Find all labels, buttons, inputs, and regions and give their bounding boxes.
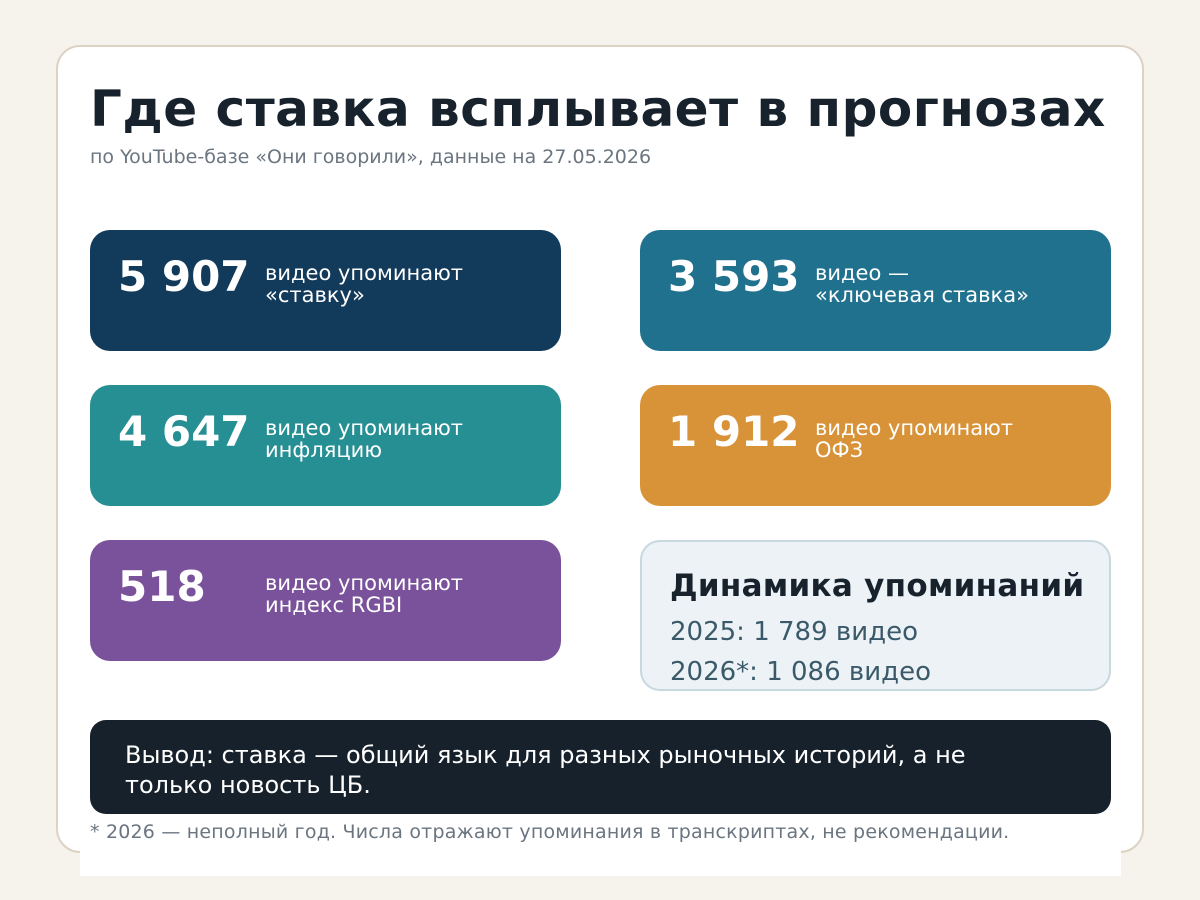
stat-card-rgbi: 518 видео упоминают индекс RGBI bbox=[90, 540, 561, 661]
conclusion-text: Вывод: ставка — общий язык для разных ры… bbox=[125, 741, 966, 799]
dynamics-title: Динамика упоминаний bbox=[670, 568, 1085, 604]
stat-label-line2: «ключевая ставка» bbox=[815, 283, 1029, 307]
stat-label-line1: видео упоминают bbox=[815, 416, 1013, 440]
stat-card-inflation: 4 647 видео упоминают инфляцию bbox=[90, 385, 561, 506]
stat-label-line2: «ставку» bbox=[265, 283, 365, 307]
stat-value: 518 bbox=[118, 562, 206, 611]
footnote: * 2026 — неполный год. Числа отражают уп… bbox=[90, 821, 1010, 843]
stat-label: видео упоминают индекс RGBI bbox=[265, 572, 463, 616]
stat-label-line2: инфляцию bbox=[265, 438, 383, 462]
stat-value: 4 647 bbox=[118, 407, 250, 456]
stat-card-ofz: 1 912 видео упоминают ОФЗ bbox=[640, 385, 1111, 506]
footnote-background bbox=[80, 820, 1121, 876]
stat-label-line1: видео упоминают bbox=[265, 261, 463, 285]
stat-label: видео — «ключевая ставка» bbox=[815, 262, 1029, 306]
stat-label-line2: ОФЗ bbox=[815, 438, 864, 462]
dynamics-panel: Динамика упоминаний 2025: 1 789 видео 20… bbox=[640, 540, 1111, 691]
stat-label-line1: видео упоминают bbox=[265, 571, 463, 595]
stat-label-line1: видео — bbox=[815, 261, 909, 285]
stat-value: 1 912 bbox=[668, 407, 800, 456]
stat-label: видео упоминают «ставку» bbox=[265, 262, 463, 306]
stat-label: видео упоминают ОФЗ bbox=[815, 417, 1013, 461]
stat-label: видео упоминают инфляцию bbox=[265, 417, 463, 461]
stat-label-line2: индекс RGBI bbox=[265, 593, 403, 617]
dynamics-line-2025: 2025: 1 789 видео bbox=[670, 617, 918, 647]
stat-value: 3 593 bbox=[668, 252, 800, 301]
dynamics-line-2026: 2026*: 1 086 видео bbox=[670, 657, 931, 687]
stat-label-line1: видео упоминают bbox=[265, 416, 463, 440]
stat-value: 5 907 bbox=[118, 252, 250, 301]
conclusion-banner: Вывод: ставка — общий язык для разных ры… bbox=[90, 720, 1111, 814]
stat-card-key-rate: 3 593 видео — «ключевая ставка» bbox=[640, 230, 1111, 351]
page-title: Где ставка всплывает в прогнозах bbox=[90, 80, 1106, 138]
stat-card-stavka: 5 907 видео упоминают «ставку» bbox=[90, 230, 561, 351]
page-subtitle: по YouTube-базе «Они говорили», данные н… bbox=[90, 146, 652, 168]
